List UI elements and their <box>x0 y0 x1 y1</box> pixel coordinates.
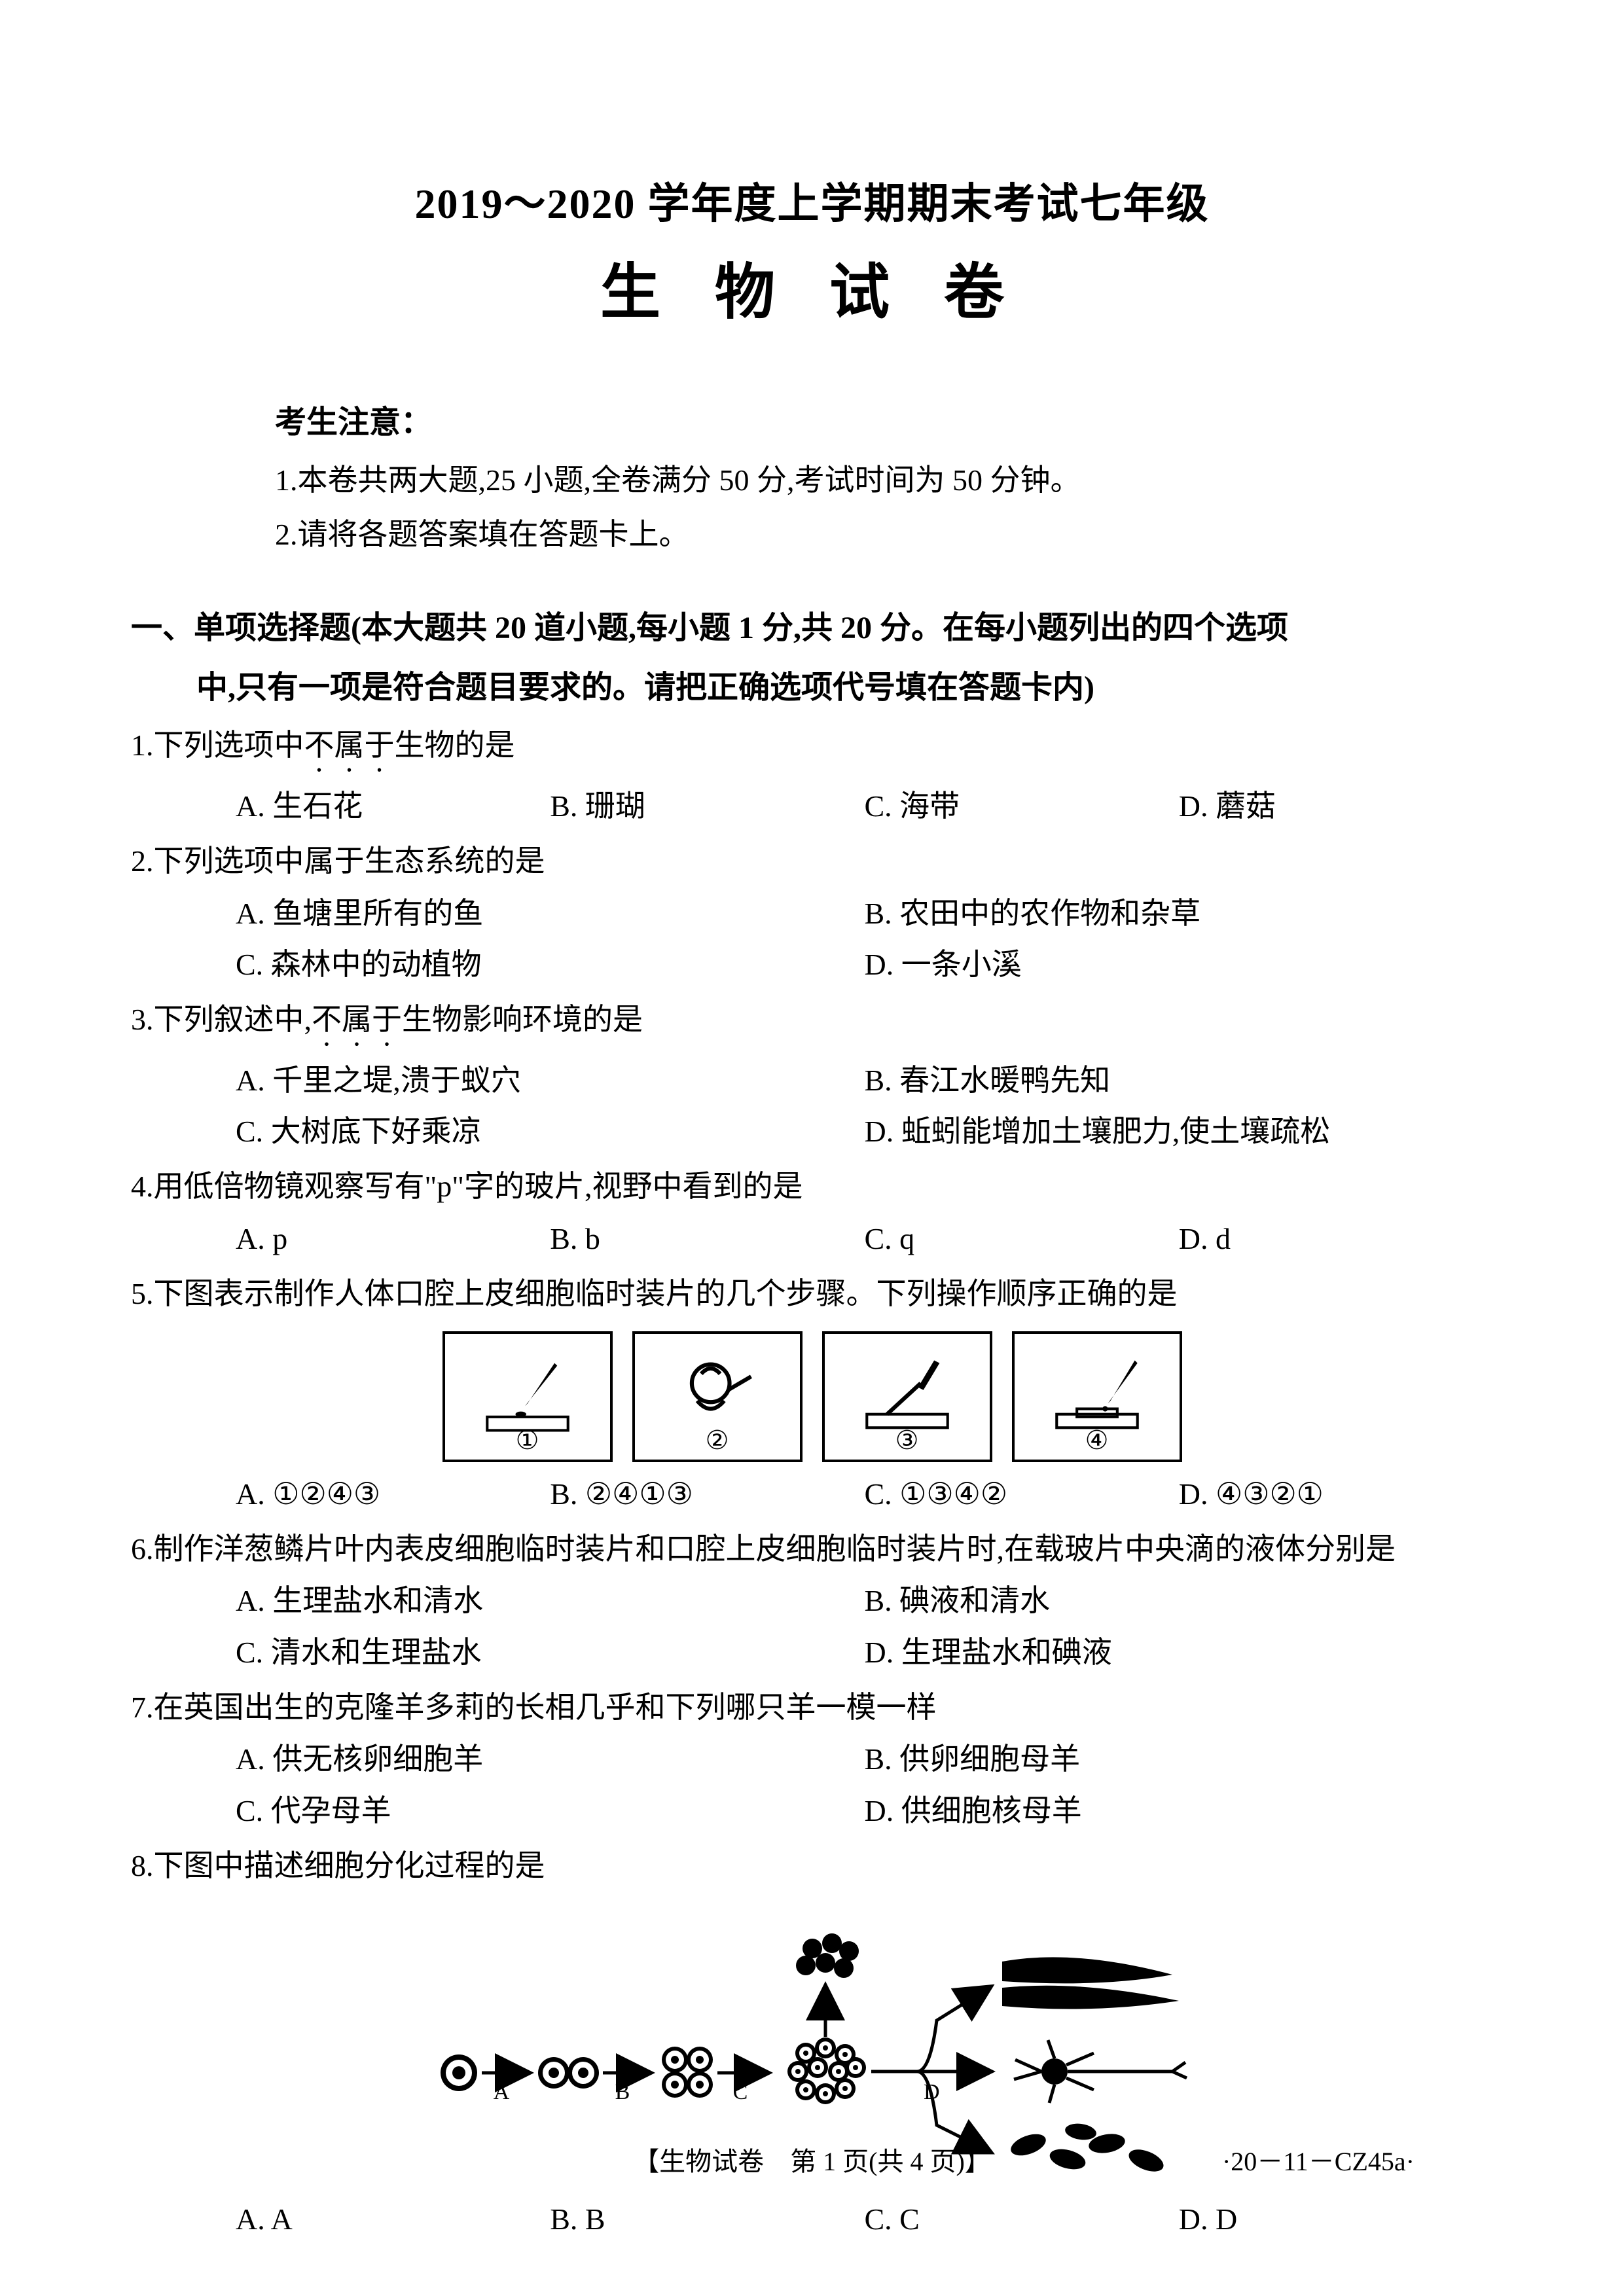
q2-opt-a: A. 鱼塘里所有的鱼 <box>236 888 865 939</box>
q5-fig-4: ④ <box>1012 1331 1182 1462</box>
q5-num: 5. <box>131 1277 154 1310</box>
section-1-heading: 一、单项选择题(本大题共 20 道小题,每小题 1 分,共 20 分。在每小题列… <box>131 601 1493 715</box>
q2-num: 2. <box>131 844 154 878</box>
notice-block: 考生注意： 1.本卷共两大题,25 小题,全卷满分 50 分,考试时间为 50 … <box>275 396 1493 562</box>
question-1: 1.下列选项中不属于生物的是 A. 生石花 B. 珊瑚 C. 海带 D. 蘑菇 <box>131 721 1493 832</box>
q5-figure-row: ① ② ③ ④ <box>131 1331 1493 1462</box>
exam-title-block: 2019～2020 学年度上学期期末考试七年级 生 物 试 卷 <box>131 170 1493 331</box>
q2-opt-c: C. 森林中的动植物 <box>236 939 865 990</box>
q1-opt-c: C. 海带 <box>865 781 1179 832</box>
q7-num: 7. <box>131 1691 154 1724</box>
q2-options: A. 鱼塘里所有的鱼 B. 农田中的农作物和杂草 C. 森林中的动植物 D. 一… <box>236 888 1493 990</box>
q5-opt-a: A. ①②④③ <box>236 1469 550 1520</box>
section-heading-line2: 中,只有一项是符合题目要求的。请把正确选项代号填在答题卡内) <box>196 661 1493 715</box>
notice-line-2: 2.请将各题答案填在答题卡上。 <box>275 508 1493 562</box>
q1-opt-a: A. 生石花 <box>236 781 550 832</box>
q5-fig4-label: ④ <box>1085 1425 1109 1456</box>
q6-opt-b: B. 碘液和清水 <box>865 1575 1494 1626</box>
question-3: 3.下列叙述中,不属于生物影响环境的是 A. 千里之堤,溃于蚁穴 B. 春江水暖… <box>131 996 1493 1157</box>
q8-label-a: A <box>493 2080 509 2104</box>
nerve-cell-icon <box>1014 2040 1187 2103</box>
q4-opt-c: C. q <box>865 1213 1179 1265</box>
page-footer-code: ·20－11－CZ45a· <box>1222 2140 1415 2178</box>
q8-opt-c: C. C <box>865 2194 1179 2245</box>
q2-opt-d: D. 一条小溪 <box>865 939 1494 990</box>
cell-cluster-icon <box>787 2037 866 2104</box>
q5-fig-2: ② <box>632 1331 803 1462</box>
q6-opt-a: A. 生理盐水和清水 <box>236 1575 865 1626</box>
exam-title-line2: 生 物 试 卷 <box>131 243 1493 331</box>
q6-num: 6. <box>131 1532 154 1566</box>
q8-stem: 8.下图中描述细胞分化过程的是 <box>131 1842 1493 1890</box>
question-7: 7.在英国出生的克隆羊多莉的长相几乎和下列哪只羊一模一样 A. 供无核卵细胞羊 … <box>131 1683 1493 1837</box>
top-cluster-icon <box>796 1933 859 1978</box>
q5-opt-d: D. ④③②① <box>1179 1469 1493 1520</box>
q5-fig-1: ① <box>442 1331 613 1462</box>
q1-opt-d: D. 蘑菇 <box>1179 781 1493 832</box>
q4-num: 4. <box>131 1170 154 1203</box>
q1-stem: 1.下列选项中不属于生物的是 <box>131 721 1493 778</box>
question-5: 5.下图表示制作人体口腔上皮细胞临时装片的几个步骤。下列操作顺序正确的是 ① ② <box>131 1270 1493 1520</box>
q8-opt-b: B. B <box>550 2194 864 2245</box>
q2-opt-b: B. 农田中的农作物和杂草 <box>865 888 1494 939</box>
q5-opt-b: B. ②④①③ <box>550 1469 864 1520</box>
q7-opt-c: C. 代孕母羊 <box>236 1785 865 1837</box>
q8-label-b: B <box>615 2080 630 2104</box>
q7-options: A. 供无核卵细胞羊 B. 供卵细胞母羊 C. 代孕母羊 D. 供细胞核母羊 <box>236 1734 1493 1836</box>
q8-opt-d: D. D <box>1179 2194 1493 2245</box>
question-6: 6.制作洋葱鳞片叶内表皮细胞临时装片和口腔上皮细胞临时装片时,在载玻片中央滴的液… <box>131 1525 1493 1678</box>
q5-stem: 5.下图表示制作人体口腔上皮细胞临时装片的几个步骤。下列操作顺序正确的是 <box>131 1270 1493 1318</box>
q3-opt-b: B. 春江水暖鸭先知 <box>865 1055 1494 1106</box>
q6-options: A. 生理盐水和清水 B. 碘液和清水 C. 清水和生理盐水 D. 生理盐水和碘… <box>236 1575 1493 1677</box>
q5-fig-3: ③ <box>822 1331 992 1462</box>
q1-options: A. 生石花 B. 珊瑚 C. 海带 D. 蘑菇 <box>236 781 1493 832</box>
q3-stem: 3.下列叙述中,不属于生物影响环境的是 <box>131 996 1493 1052</box>
q7-opt-d: D. 供细胞核母羊 <box>865 1785 1494 1837</box>
q8-figure: A B C <box>131 1903 1493 2181</box>
q5-fig3-label: ③ <box>895 1425 919 1456</box>
q6-opt-c: C. 清水和生理盐水 <box>236 1627 865 1678</box>
notice-line-1: 1.本卷共两大题,25 小题,全卷满分 50 分,考试时间为 50 分钟。 <box>275 454 1493 508</box>
question-2: 2.下列选项中属于生态系统的是 A. 鱼塘里所有的鱼 B. 农田中的农作物和杂草… <box>131 837 1493 990</box>
q4-opt-a: A. p <box>236 1213 550 1265</box>
q3-opt-c: C. 大树底下好乘凉 <box>236 1106 865 1157</box>
q2-stem: 2.下列选项中属于生态系统的是 <box>131 837 1493 886</box>
q7-opt-a: A. 供无核卵细胞羊 <box>236 1734 865 1785</box>
q5-fig1-label: ① <box>516 1425 539 1456</box>
q3-opt-d: D. 蚯蚓能增加土壤肥力,使土壤疏松 <box>865 1106 1494 1157</box>
q5-options: A. ①②④③ B. ②④①③ C. ①③④② D. ④③②① <box>236 1469 1493 1520</box>
q3-options: A. 千里之堤,溃于蚁穴 B. 春江水暖鸭先知 C. 大树底下好乘凉 D. 蚯蚓… <box>236 1055 1493 1157</box>
notice-heading: 考生注意： <box>275 396 1493 442</box>
q7-stem: 7.在英国出生的克隆羊多莉的长相几乎和下列哪只羊一模一样 <box>131 1683 1493 1732</box>
exam-title-line1: 2019～2020 学年度上学期期末考试七年级 <box>131 170 1493 230</box>
q8-num: 8. <box>131 1849 154 1882</box>
section-heading-line1: 一、单项选择题(本大题共 20 道小题,每小题 1 分,共 20 分。在每小题列… <box>131 601 1493 655</box>
q4-opt-d: D. d <box>1179 1213 1493 1265</box>
q4-options: A. p B. b C. q D. d <box>236 1213 1493 1265</box>
q1-num: 1. <box>131 728 154 762</box>
q6-stem: 6.制作洋葱鳞片叶内表皮细胞临时装片和口腔上皮细胞临时装片时,在载玻片中央滴的液… <box>131 1525 1493 1573</box>
q5-fig2-label: ② <box>706 1425 729 1456</box>
q1-opt-b: B. 珊瑚 <box>550 781 864 832</box>
q5-opt-c: C. ①③④② <box>865 1469 1179 1520</box>
q3-num: 3. <box>131 1003 154 1036</box>
q8-label-c: C <box>732 2080 748 2104</box>
cell-differentiation-diagram-icon: A B C <box>387 1903 1238 2178</box>
q8-options: A. A B. B C. C D. D <box>236 2194 1493 2245</box>
muscle-tissue-icon <box>1002 1958 1179 2009</box>
q3-opt-a: A. 千里之堤,溃于蚁穴 <box>236 1055 865 1106</box>
q7-opt-b: B. 供卵细胞母羊 <box>865 1734 1494 1785</box>
q6-opt-d: D. 生理盐水和碘液 <box>865 1627 1494 1678</box>
q4-stem: 4.用低倍物镜观察写有"p"字的玻片,视野中看到的是 <box>131 1162 1493 1211</box>
question-4: 4.用低倍物镜观察写有"p"字的玻片,视野中看到的是 A. p B. b C. … <box>131 1162 1493 1265</box>
q4-opt-b: B. b <box>550 1213 864 1265</box>
q8-opt-a: A. A <box>236 2194 550 2245</box>
question-8: 8.下图中描述细胞分化过程的是 A B C <box>131 1842 1493 2246</box>
